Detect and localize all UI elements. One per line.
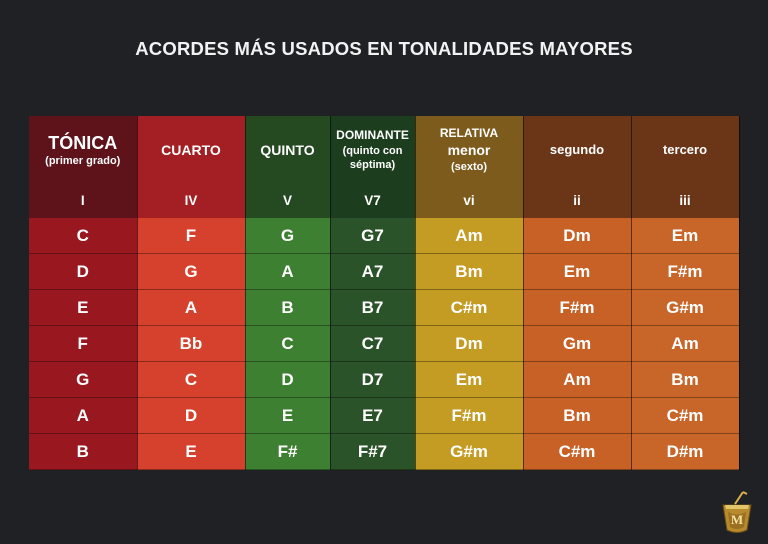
chord-cell: D7: [330, 361, 416, 398]
chord-cell: B: [29, 433, 138, 470]
table-row: A D E E7 F#m Bm C#m: [29, 397, 740, 434]
header-sublabel: (quinto con séptima): [342, 144, 403, 171]
chord-cell: G: [137, 253, 246, 290]
chord-cell: F#: [245, 433, 331, 470]
header-quinto: QUINTO: [245, 116, 331, 183]
chord-cell: Bm: [415, 253, 524, 290]
chord-cell: Em: [523, 253, 632, 290]
header-relativa: RELATIVA menor (sexto): [415, 116, 524, 183]
chord-cell: G#m: [415, 433, 524, 470]
header-label: RELATIVA: [439, 125, 499, 140]
chord-cell: A: [137, 289, 246, 326]
header-label: tercero: [662, 142, 708, 157]
degree-label: ii: [523, 183, 632, 218]
header-label: DOMINANTE: [336, 127, 409, 142]
table-row: E A B B7 C#m F#m G#m: [29, 289, 740, 326]
table-row: B E F# F#7 G#m C#m D#m: [29, 433, 740, 470]
header-cuarto: CUARTO: [137, 116, 246, 183]
table-row: G C D D7 Em Am Bm: [29, 361, 740, 398]
chord-cell: G: [245, 218, 331, 254]
chord-cell: G: [29, 361, 138, 398]
degree-label: I: [29, 183, 138, 218]
chord-cell: F#m: [631, 253, 740, 290]
header-dominante: DOMINANTE (quinto con séptima): [330, 116, 416, 183]
chord-cell: A: [245, 253, 331, 290]
degree-row: I IV V V7 vi ii iii: [29, 183, 740, 218]
page-title: ACORDES MÁS USADOS EN TONALIDADES MAYORE…: [135, 38, 633, 59]
chord-cell: Bm: [631, 361, 740, 398]
chord-cell: B7: [330, 289, 416, 326]
degree-label: vi: [415, 183, 524, 218]
chord-cell: Em: [415, 361, 524, 398]
header-tonica: TÓNICA (primer grado): [29, 116, 138, 183]
mate-cup-logo: M: [716, 490, 758, 536]
header-label-2: menor: [447, 141, 491, 158]
chord-cell: D: [245, 361, 331, 398]
chord-cell: Am: [631, 325, 740, 362]
chord-cell: A7: [330, 253, 416, 290]
chord-cell: G#m: [631, 289, 740, 326]
header-label: CUARTO: [161, 141, 221, 158]
header-label: TÓNICA: [48, 132, 118, 153]
chord-cell: F#m: [523, 289, 632, 326]
table-row: F Bb C C7 Dm Gm Am: [29, 325, 740, 362]
chord-cell: E: [29, 289, 138, 326]
chord-cell: C#m: [631, 397, 740, 434]
chord-cell: E7: [330, 397, 416, 434]
chord-cell: F#m: [415, 397, 524, 434]
chord-table: TÓNICA (primer grado) CUARTO QUINTO DOMI…: [29, 116, 740, 470]
table-row: D G A A7 Bm Em F#m: [29, 253, 740, 290]
chord-cell: Am: [415, 218, 524, 254]
chord-cell: Am: [523, 361, 632, 398]
chord-cell: Bb: [137, 325, 246, 362]
header-row: TÓNICA (primer grado) CUARTO QUINTO DOMI…: [29, 116, 740, 183]
table-row: C F G G7 Am Dm Em: [29, 218, 740, 254]
degree-label: iii: [631, 183, 740, 218]
degree-label: V: [245, 183, 331, 218]
chord-cell: Bm: [523, 397, 632, 434]
header-label: segundo: [549, 142, 605, 157]
chord-cell: C: [137, 361, 246, 398]
chord-cell: F#7: [330, 433, 416, 470]
chord-cell: C7: [330, 325, 416, 362]
degree-label: V7: [330, 183, 416, 218]
header-tercero: tercero: [631, 116, 740, 183]
header-segundo: segundo: [523, 116, 632, 183]
chord-cell: C#m: [523, 433, 632, 470]
header-sublabel: (sexto): [450, 160, 488, 173]
header-sublabel: (primer grado): [45, 154, 121, 167]
chord-cell: D#m: [631, 433, 740, 470]
chord-cell: F: [137, 218, 246, 254]
chord-cell: E: [245, 397, 331, 434]
chord-cell: E: [137, 433, 246, 470]
mate-cup-icon: M: [722, 491, 752, 533]
chord-cell: Dm: [415, 325, 524, 362]
chord-cell: C#m: [415, 289, 524, 326]
header-label: QUINTO: [260, 141, 315, 158]
chord-cell: C: [245, 325, 331, 362]
chord-cell: D: [29, 253, 138, 290]
logo-letter: M: [731, 512, 743, 527]
chord-cell: F: [29, 325, 138, 362]
chord-cell: A: [29, 397, 138, 434]
chord-cell: Em: [631, 218, 740, 254]
chord-cell: Gm: [523, 325, 632, 362]
degree-label: IV: [137, 183, 246, 218]
chord-cell: D: [137, 397, 246, 434]
chord-cell: B: [245, 289, 331, 326]
chord-cell: Dm: [523, 218, 632, 254]
chord-cell: C: [29, 218, 138, 254]
chord-cell: G7: [330, 218, 416, 254]
